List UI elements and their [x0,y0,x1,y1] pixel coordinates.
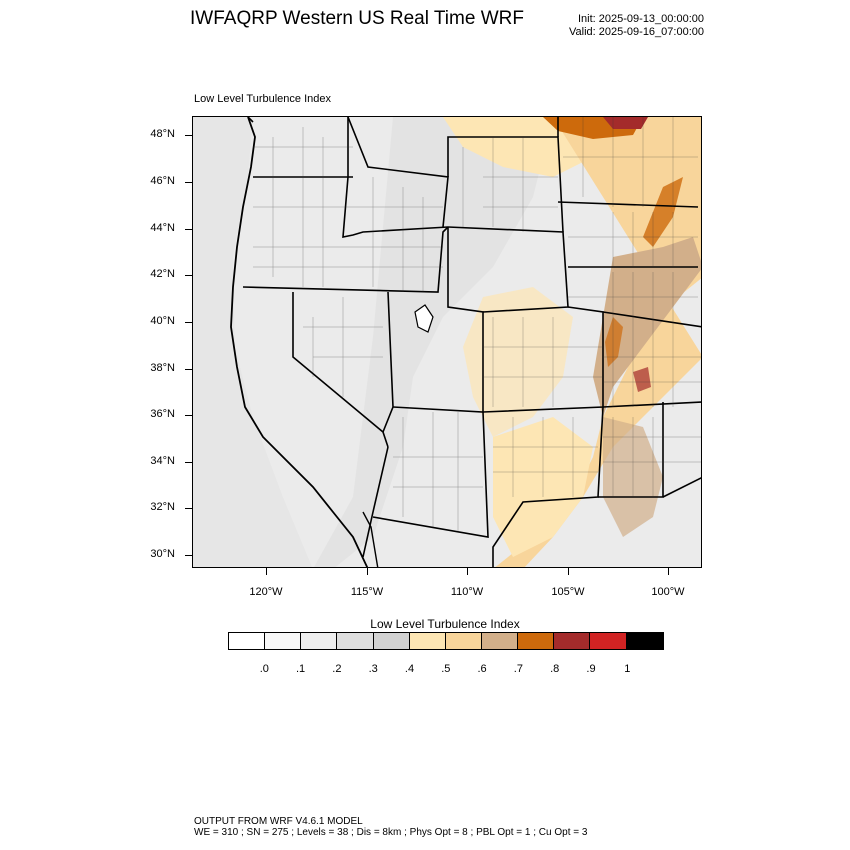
lon-label: 105°W [551,586,585,598]
lat-tick [185,415,192,416]
colorbar-segment [445,633,482,649]
colorbar-segment [373,633,410,649]
plot-label: Low Level Turbulence Index [194,93,331,105]
footer-line-1: OUTPUT FROM WRF V4.6.1 MODEL [194,816,363,827]
lat-tick [185,275,192,276]
map-svg [193,117,701,567]
lat-tick [185,508,192,509]
lat-label: 36°N [150,408,175,420]
map-panel [192,116,702,568]
colorbar-label: .6 [477,663,487,675]
colorbar-label: .1 [296,663,306,675]
turbulence-area [463,287,573,437]
lon-label: 110°W [450,586,484,598]
lon-tick [367,568,368,575]
colorbar [228,632,664,650]
lat-tick [185,369,192,370]
lat-label: 40°N [150,315,175,327]
init-time: Init: 2025-09-13_00:00:00 [578,13,704,25]
lon-tick [467,568,468,575]
colorbar-segment [301,633,338,649]
lat-tick [185,135,192,136]
lat-label: 48°N [150,128,175,140]
lat-label: 46°N [150,175,175,187]
colorbar-label: 1 [624,663,631,675]
colorbar-label: .7 [513,663,523,675]
lat-label: 38°N [150,362,175,374]
turbulence-area [633,367,651,392]
lat-tick [185,462,192,463]
colorbar-segment [337,633,374,649]
county-lines [253,117,701,532]
colorbar-segment [229,633,266,649]
lat-tick [185,229,192,230]
colorbar-label: .5 [441,663,451,675]
lat-tick [185,182,192,183]
colorbar-label: .0 [259,663,269,675]
colorbar-label: .3 [368,663,378,675]
lon-label: 100°W [651,586,685,598]
turbulence-area [593,237,701,417]
colorbar-segment [626,633,663,649]
model-footer: OUTPUT FROM WRF V4.6.1 MODEL WE = 310 ; … [194,816,587,838]
lon-tick [568,568,569,575]
colorbar-label: .4 [404,663,415,675]
lon-label: 115°W [350,586,384,598]
main-title: IWFAQRP Western US Real Time WRF [190,8,524,29]
footer-line-2: WE = 310 ; SN = 275 ; Levels = 38 ; Dis … [194,827,588,838]
lat-label: 32°N [150,501,175,513]
lat-label: 42°N [150,268,175,280]
lat-label: 30°N [150,548,175,560]
lon-label: 120°W [249,586,283,598]
colorbar-segment [265,633,302,649]
colorbar-label: .2 [332,663,342,675]
colorbar-title: Low Level Turbulence Index [370,617,520,631]
colorbar-segment [590,633,627,649]
lat-label: 34°N [150,455,175,467]
state-boundaries [242,117,701,567]
turbulence-area [605,317,623,367]
valid-time: Valid: 2025-09-16_07:00:00 [569,26,704,38]
lon-tick [266,568,267,575]
lat-tick [185,322,192,323]
coastline [230,117,369,567]
baja-coast [362,511,379,567]
great-salt-lake [414,304,434,333]
colorbar-segment [481,633,519,649]
lon-tick [668,568,669,575]
run-info: Init: 2025-09-13_00:00:00 Valid: 2025-09… [569,13,704,39]
ocean-shading [193,117,313,567]
colorbar-label: .8 [550,663,560,675]
colorbar-label: .9 [586,663,596,675]
colorbar-segment [518,633,555,649]
colorbar-segment [409,633,446,649]
turbulence-area [603,117,648,129]
lat-tick [185,555,192,556]
lat-label: 44°N [150,222,175,234]
colorbar-segment [554,633,591,649]
